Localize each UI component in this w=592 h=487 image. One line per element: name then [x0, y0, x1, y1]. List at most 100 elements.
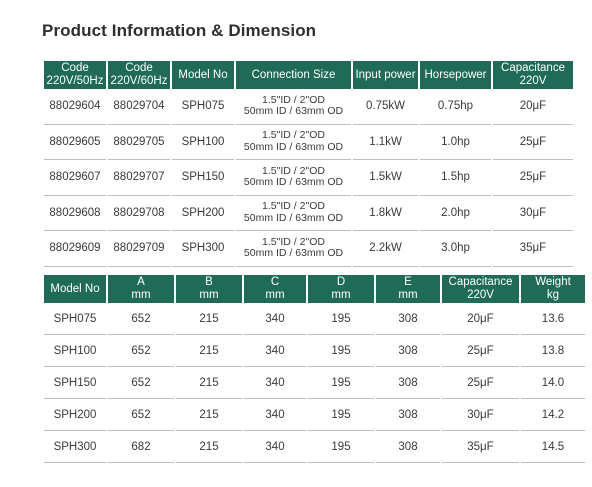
- weight-cell: 14.2: [521, 399, 585, 431]
- model-cell: SPH100: [172, 125, 234, 160]
- dim-e-cell: 308: [376, 367, 440, 399]
- capacitance-cell: 30μF: [493, 196, 573, 231]
- dim-d-cell: 195: [308, 399, 374, 431]
- horsepower-cell: 0.75hp: [420, 89, 491, 125]
- weight-cell: 14.5: [521, 431, 585, 463]
- model-cell: SPH300: [172, 231, 234, 267]
- capacitance-cell: 25μF: [493, 125, 573, 160]
- code-60hz-cell: 88029709: [108, 231, 170, 267]
- connection-size-cell: 1.5"ID / 2"OD 50mm ID / 63mm OD: [236, 196, 351, 231]
- dim-c-cell: 340: [244, 335, 306, 367]
- code-50hz-cell: 88029605: [44, 125, 106, 160]
- table-row: SPH300 682 215 340 195 308 35μF 14.5: [44, 431, 585, 463]
- code-60hz-cell: 88029707: [108, 160, 170, 196]
- table-row: SPH075 652 215 340 195 308 20μF 13.6: [44, 303, 585, 335]
- connection-size-cell: 1.5"ID / 2"OD 50mm ID / 63mm OD: [236, 89, 351, 125]
- dim-d-cell: 195: [308, 367, 374, 399]
- dim-a-cell: 682: [108, 431, 174, 463]
- page-title: Product Information & Dimension: [42, 21, 317, 40]
- code-60hz-cell: 88029704: [108, 89, 170, 125]
- code-50hz-cell: 88029609: [44, 231, 106, 267]
- model-cell: SPH075: [44, 303, 106, 335]
- header-input-power: Input power: [353, 61, 418, 89]
- capacitance-cell: 35μF: [493, 231, 573, 267]
- dim-c-cell: 340: [244, 399, 306, 431]
- connection-size-cell: 1.5"ID / 2"OD 50mm ID / 63mm OD: [236, 160, 351, 196]
- table-row: SPH150 652 215 340 195 308 25μF 14.0: [44, 367, 585, 399]
- dim-a-cell: 652: [108, 335, 174, 367]
- dim-c-cell: 340: [244, 431, 306, 463]
- input-power-cell: 1.8kW: [353, 196, 418, 231]
- table-row: 88029604 88029704 SPH075 1.5"ID / 2"OD 50…: [44, 89, 573, 125]
- table-row: SPH200 652 215 340 195 308 30μF 14.2: [44, 399, 585, 431]
- horsepower-cell: 2.0hp: [420, 196, 491, 231]
- table-row: 88029605 88029705 SPH100 1.5"ID / 2"OD 50…: [44, 125, 573, 160]
- dim-a-cell: 652: [108, 399, 174, 431]
- capacitance-cell: 25μF: [493, 160, 573, 196]
- capacitance-cell: 20μF: [442, 303, 519, 335]
- code-60hz-cell: 88029705: [108, 125, 170, 160]
- horsepower-cell: 1.5hp: [420, 160, 491, 196]
- header-model-no: Model No: [172, 61, 234, 89]
- code-60hz-cell: 88029708: [108, 196, 170, 231]
- table-row: 88029608 88029708 SPH200 1.5"ID / 2"OD 50…: [44, 196, 573, 231]
- weight-cell: 13.8: [521, 335, 585, 367]
- header-connection-size: Connection Size: [236, 61, 351, 89]
- dim-a-cell: 652: [108, 367, 174, 399]
- header-capacitance: Capacitance 220V: [442, 275, 519, 303]
- connection-size-cell: 1.5"ID / 2"OD 50mm ID / 63mm OD: [236, 231, 351, 267]
- dim-b-cell: 215: [176, 367, 242, 399]
- header-weight: Weight kg: [521, 275, 585, 303]
- horsepower-cell: 1.0hp: [420, 125, 491, 160]
- dim-b-cell: 215: [176, 303, 242, 335]
- input-power-cell: 0.75kW: [353, 89, 418, 125]
- capacitance-cell: 25μF: [442, 335, 519, 367]
- dim-d-cell: 195: [308, 335, 374, 367]
- model-cell: SPH300: [44, 431, 106, 463]
- weight-cell: 14.0: [521, 367, 585, 399]
- header-code-60hz: Code 220V/60Hz: [108, 61, 170, 89]
- table-row: 88029607 88029707 SPH150 1.5"ID / 2"OD 50…: [44, 160, 573, 196]
- dim-e-cell: 308: [376, 431, 440, 463]
- input-power-cell: 1.5kW: [353, 160, 418, 196]
- model-cell: SPH150: [172, 160, 234, 196]
- code-50hz-cell: 88029608: [44, 196, 106, 231]
- model-cell: SPH200: [172, 196, 234, 231]
- code-50hz-cell: 88029607: [44, 160, 106, 196]
- dim-c-cell: 340: [244, 303, 306, 335]
- dim-b-cell: 215: [176, 431, 242, 463]
- code-50hz-cell: 88029604: [44, 89, 106, 125]
- input-power-cell: 2.2kW: [353, 231, 418, 267]
- dim-a-cell: 652: [108, 303, 174, 335]
- horsepower-cell: 3.0hp: [420, 231, 491, 267]
- table-row: 88029609 88029709 SPH300 1.5"ID / 2"OD 50…: [44, 231, 573, 267]
- input-power-cell: 1.1kW: [353, 125, 418, 160]
- header-horsepower: Horsepower: [420, 61, 491, 89]
- weight-cell: 13.6: [521, 303, 585, 335]
- header-code-50hz: Code 220V/50Hz: [44, 61, 106, 89]
- dim-c-cell: 340: [244, 367, 306, 399]
- dim-e-cell: 308: [376, 303, 440, 335]
- capacitance-cell: 35μF: [442, 431, 519, 463]
- connection-size-cell: 1.5"ID / 2"OD 50mm ID / 63mm OD: [236, 125, 351, 160]
- header-capacitance: Capacitance 220V: [493, 61, 573, 89]
- capacitance-cell: 30μF: [442, 399, 519, 431]
- dim-b-cell: 215: [176, 335, 242, 367]
- table-row: SPH100 652 215 340 195 308 25μF 13.8: [44, 335, 585, 367]
- model-cell: SPH075: [172, 89, 234, 125]
- header-model-no: Model No: [44, 275, 106, 303]
- dim-e-cell: 308: [376, 335, 440, 367]
- dim-d-cell: 195: [308, 431, 374, 463]
- capacitance-cell: 20μF: [493, 89, 573, 125]
- model-cell: SPH100: [44, 335, 106, 367]
- dim-e-cell: 308: [376, 399, 440, 431]
- dim-d-cell: 195: [308, 303, 374, 335]
- model-cell: SPH150: [44, 367, 106, 399]
- dim-b-cell: 215: [176, 399, 242, 431]
